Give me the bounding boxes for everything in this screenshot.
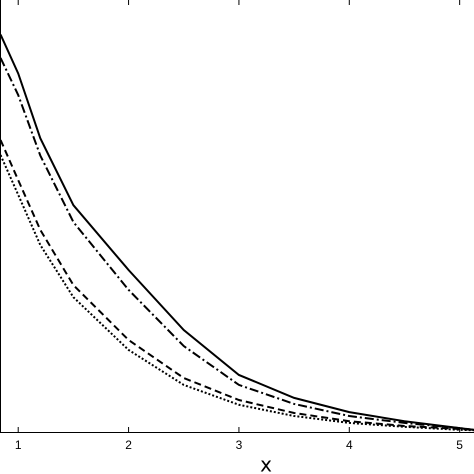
x-tick-label: 1 [15,438,22,452]
curve [0,34,474,431]
x-axis-label: x [260,453,272,474]
x-tick-label: 4 [346,438,353,452]
curve [0,154,474,432]
x-tick-label: 5 [456,438,463,452]
curve [0,139,474,431]
x-tick-label: 2 [125,438,132,452]
curve [0,57,474,431]
x-tick-label: 3 [236,438,243,452]
